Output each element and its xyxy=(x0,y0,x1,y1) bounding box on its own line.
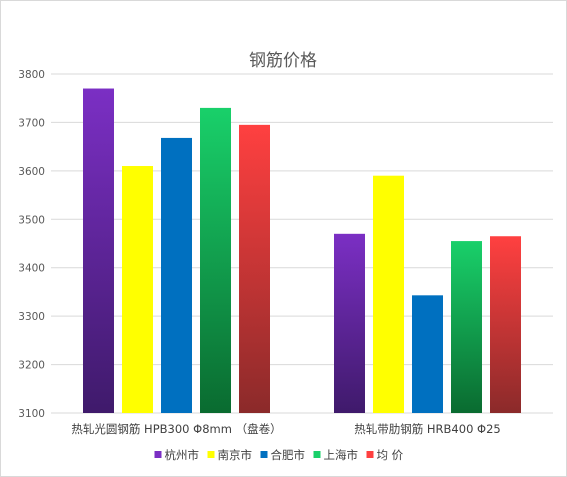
y-tick-label: 3100 xyxy=(18,408,45,420)
legend-label: 均 价 xyxy=(377,448,404,462)
legend-label: 南京市 xyxy=(218,448,253,462)
legend-swatch xyxy=(366,451,374,458)
legend-label: 上海市 xyxy=(324,448,359,462)
bar xyxy=(239,124,270,413)
y-tick-label: 3200 xyxy=(18,360,45,372)
y-tick-label: 3600 xyxy=(18,166,45,178)
legend-swatch xyxy=(154,451,162,458)
legend-label: 合肥市 xyxy=(271,448,306,462)
bar xyxy=(373,175,404,413)
y-tick-label: 3700 xyxy=(18,117,45,129)
x-category-label: 热轧光圆钢筋 HPB300 Φ8mm （盘卷） xyxy=(71,422,281,436)
bar xyxy=(334,233,365,413)
x-category-label: 热轧带肋钢筋 HRB400 Φ25 xyxy=(354,422,500,436)
chart-title: 钢筋价格 xyxy=(249,51,317,71)
bar xyxy=(451,241,482,413)
bars xyxy=(83,88,521,414)
y-axis-ticks: 3100 3200 3300 3400 3500 3600 3700 3800 xyxy=(18,69,45,420)
y-tick-label: 3400 xyxy=(18,263,45,275)
bar xyxy=(83,88,114,414)
bar xyxy=(412,295,443,413)
legend-swatch xyxy=(260,451,268,458)
bar xyxy=(200,107,231,414)
legend-swatch xyxy=(313,451,321,458)
y-tick-label: 3300 xyxy=(18,311,45,323)
legend: 杭州市 南京市 合肥市 上海市 均 价 xyxy=(154,448,404,462)
bar xyxy=(490,236,521,413)
bar xyxy=(161,137,192,413)
y-tick-label: 3500 xyxy=(18,214,45,226)
legend-label: 杭州市 xyxy=(165,448,200,462)
x-axis-categories: 热轧光圆钢筋 HPB300 Φ8mm （盘卷） 热轧带肋钢筋 HRB400 Φ25 xyxy=(71,422,500,436)
legend-swatch xyxy=(207,451,215,458)
bar xyxy=(122,166,153,413)
y-tick-label: 3800 xyxy=(18,69,45,81)
